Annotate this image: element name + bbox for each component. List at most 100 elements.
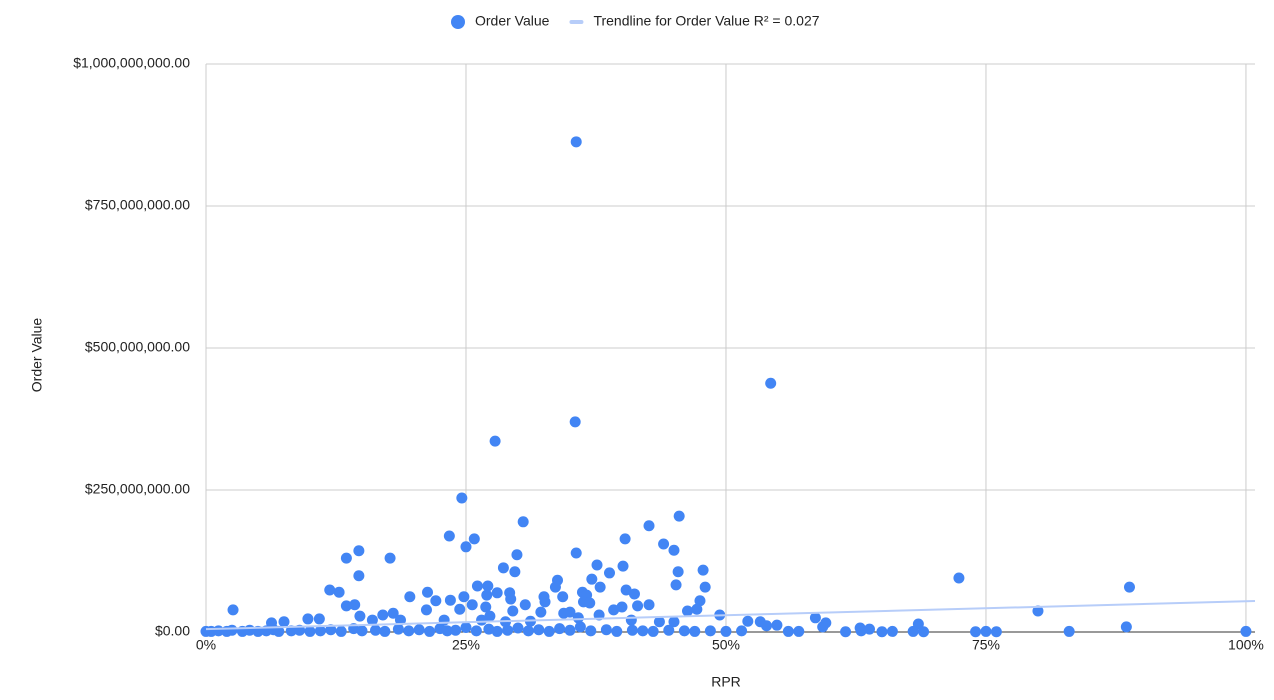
point bbox=[742, 615, 754, 627]
point bbox=[782, 625, 794, 637]
point bbox=[278, 616, 290, 628]
point bbox=[366, 614, 378, 626]
point bbox=[907, 625, 919, 637]
point bbox=[663, 624, 675, 636]
point bbox=[349, 599, 361, 611]
point bbox=[491, 587, 503, 599]
point bbox=[557, 591, 569, 603]
point bbox=[586, 573, 598, 585]
point bbox=[489, 435, 501, 447]
point bbox=[483, 623, 495, 635]
point bbox=[672, 566, 684, 578]
legend-label: Order Value bbox=[475, 13, 550, 29]
point bbox=[572, 612, 584, 624]
point bbox=[953, 572, 965, 584]
y-axis-title: Order Value bbox=[29, 318, 45, 393]
point bbox=[840, 626, 852, 638]
legend-marker bbox=[569, 20, 584, 24]
point bbox=[643, 520, 655, 532]
point bbox=[668, 616, 680, 628]
point bbox=[507, 605, 519, 617]
point bbox=[313, 613, 325, 625]
point bbox=[370, 624, 382, 636]
point bbox=[673, 510, 685, 522]
point bbox=[886, 625, 898, 637]
point bbox=[809, 612, 821, 624]
point bbox=[980, 625, 992, 637]
point bbox=[424, 625, 436, 637]
point bbox=[340, 552, 352, 564]
x-tick-label: 100% bbox=[1228, 637, 1264, 653]
point bbox=[990, 626, 1002, 638]
point bbox=[482, 580, 494, 592]
point bbox=[460, 541, 472, 553]
point bbox=[325, 624, 337, 636]
point bbox=[591, 559, 603, 571]
point bbox=[413, 624, 425, 636]
point bbox=[817, 621, 829, 633]
point bbox=[420, 604, 432, 616]
point bbox=[637, 625, 649, 637]
point bbox=[333, 586, 345, 598]
point bbox=[569, 416, 581, 428]
point bbox=[681, 605, 693, 617]
point bbox=[543, 625, 555, 637]
point bbox=[628, 588, 640, 600]
y-tick-label: $500,000,000.00 bbox=[85, 339, 190, 355]
point bbox=[699, 581, 711, 593]
point bbox=[594, 581, 606, 593]
point bbox=[570, 136, 582, 148]
point bbox=[658, 538, 670, 550]
point bbox=[653, 616, 665, 628]
point bbox=[392, 623, 404, 635]
point bbox=[476, 614, 488, 626]
point bbox=[608, 604, 620, 616]
point bbox=[505, 593, 517, 605]
point bbox=[512, 622, 524, 634]
point bbox=[387, 607, 399, 619]
point bbox=[535, 606, 547, 618]
trendline bbox=[205, 600, 1256, 631]
point bbox=[509, 566, 521, 578]
point bbox=[616, 601, 628, 613]
point bbox=[450, 624, 462, 636]
point bbox=[617, 560, 629, 572]
point bbox=[720, 625, 732, 637]
point bbox=[1240, 625, 1252, 637]
x-axis-title: RPR bbox=[711, 674, 741, 690]
point bbox=[625, 614, 637, 626]
point bbox=[466, 599, 478, 611]
point bbox=[356, 625, 368, 637]
point bbox=[855, 625, 867, 637]
point bbox=[227, 604, 239, 616]
point bbox=[443, 530, 455, 542]
y-tick-label: $0.00 bbox=[155, 623, 190, 639]
x-tick-label: 75% bbox=[972, 637, 1000, 653]
point bbox=[554, 623, 566, 635]
point bbox=[285, 625, 297, 637]
point bbox=[761, 620, 773, 632]
point bbox=[574, 621, 586, 633]
point bbox=[511, 549, 523, 561]
point bbox=[471, 580, 483, 592]
point bbox=[570, 547, 582, 559]
point bbox=[585, 625, 597, 637]
point bbox=[1120, 621, 1132, 633]
legend-marker bbox=[451, 15, 465, 29]
point bbox=[484, 610, 496, 622]
point bbox=[689, 625, 701, 637]
point bbox=[384, 552, 396, 564]
point bbox=[1063, 625, 1075, 637]
point bbox=[1123, 581, 1135, 593]
point bbox=[918, 626, 930, 638]
point bbox=[771, 619, 783, 631]
point bbox=[620, 584, 632, 596]
point bbox=[394, 614, 406, 626]
y-tick-label: $1,000,000,000.00 bbox=[73, 55, 190, 71]
point bbox=[377, 609, 389, 621]
point bbox=[1032, 605, 1044, 617]
point bbox=[441, 625, 453, 637]
point bbox=[647, 625, 659, 637]
point bbox=[793, 625, 805, 637]
